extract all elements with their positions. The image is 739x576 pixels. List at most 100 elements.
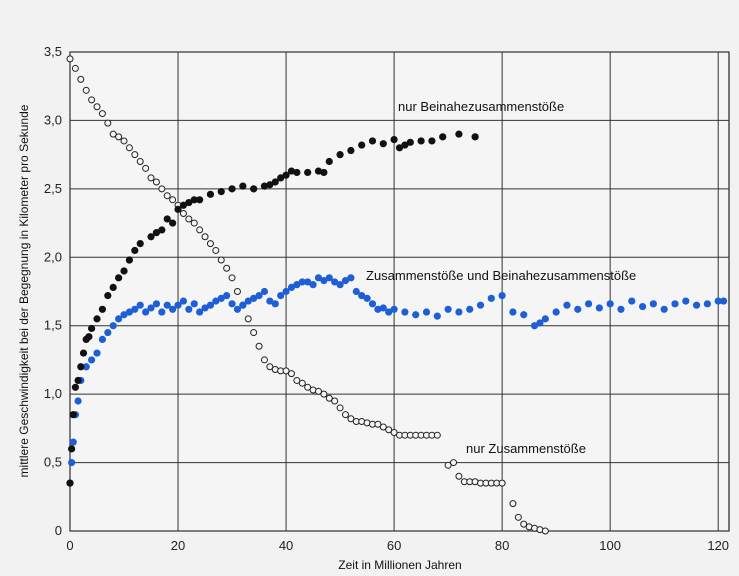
point-combined [703,300,711,308]
point-beinahe [390,135,398,144]
point-beinahe [282,171,290,179]
point-zusammen [287,370,295,378]
point-combined [433,312,441,320]
point-zusammen [88,96,96,104]
point-beinahe [379,140,387,148]
point-combined [282,287,290,296]
point-beinahe [109,283,117,291]
point-zusammen [336,404,344,412]
point-beinahe [69,411,77,419]
point-beinahe [358,141,366,149]
point-combined [233,305,242,313]
point-zusammen [185,215,193,223]
point-zusammen [136,157,144,165]
point-combined [692,301,701,309]
point-combined [352,287,360,296]
point-zusammen [341,411,349,419]
point-zusammen [66,55,74,63]
point-zusammen [206,240,214,248]
point-zusammen [228,274,236,282]
y-tick-label: 1,5 [44,318,62,333]
point-combined [498,292,506,300]
point-zusammen [320,390,328,398]
x-tick-label: 0 [66,538,73,553]
point-zusammen [314,387,322,395]
point-combined [120,311,128,319]
point-zusammen [266,363,274,371]
data-points [66,55,728,535]
point-combined [309,281,317,289]
point-zusammen [455,472,463,480]
point-zusammen [255,342,263,350]
point-beinahe [228,185,236,193]
point-combined [476,301,485,309]
x-tick-label: 20 [171,538,185,553]
point-beinahe [66,479,74,487]
point-zusammen [347,415,355,423]
point-zusammen [233,288,241,295]
point-zusammen [169,196,177,204]
annotation-zusammen: nur Zusammenstöße [466,441,586,456]
point-beinahe [266,181,274,189]
point-beinahe [250,185,258,193]
point-combined [466,305,474,313]
point-beinahe [98,305,107,313]
point-zusammen [109,130,117,138]
series-zusammen [66,55,549,535]
point-beinahe [260,182,269,190]
point-combined [179,297,188,305]
point-beinahe [88,324,96,333]
point-combined [217,294,225,302]
point-beinahe [174,205,182,213]
point-zusammen [212,246,220,254]
y-axis-ticks: 0 0,5 1,0 1,5 2,0 2,5 3,0 3,5 [44,44,62,538]
point-zusammen [304,383,312,391]
point-combined [660,305,668,313]
annotation-combined: Zusammenstöße und Beinahezusammenstöße [366,268,636,283]
point-beinahe [85,333,93,341]
point-combined [584,300,593,308]
point-beinahe [325,157,333,166]
x-axis-ticks: 0 20 40 60 80 100 120 [66,538,729,553]
point-beinahe [428,137,436,145]
point-combined [271,300,279,308]
point-beinahe [125,256,134,264]
point-zusammen [190,219,198,227]
point-combined [331,278,339,286]
point-combined [98,335,107,343]
point-beinahe [217,187,225,196]
point-beinahe [185,198,193,207]
point-zusammen [509,500,517,508]
point-combined [169,305,177,313]
point-beinahe [314,167,323,175]
grid-lines [69,51,729,532]
point-combined [358,292,366,300]
y-axis-title: mittlere Geschwindigkeit bei der Begegnu… [17,104,31,477]
point-combined [606,300,614,308]
point-beinahe [104,292,112,300]
y-tick-label: 2,0 [44,249,62,264]
point-beinahe [147,233,155,241]
point-zusammen [71,64,79,72]
point-zusammen [125,144,133,152]
point-combined [509,308,517,316]
point-combined [412,311,420,319]
point-combined [336,281,344,289]
point-beinahe [179,201,188,209]
point-zusammen [520,520,528,528]
point-combined [196,308,204,316]
point-beinahe [304,168,312,177]
point-combined [536,319,544,327]
point-combined [115,315,123,323]
point-beinahe [368,137,377,145]
point-beinahe [347,146,355,155]
point-zusammen [115,133,123,141]
x-tick-label: 120 [707,538,729,553]
point-combined [277,292,285,300]
point-zusammen [433,431,441,439]
point-combined [320,276,328,285]
point-combined [244,297,252,305]
point-zusammen [82,86,90,94]
point-combined [638,302,647,311]
